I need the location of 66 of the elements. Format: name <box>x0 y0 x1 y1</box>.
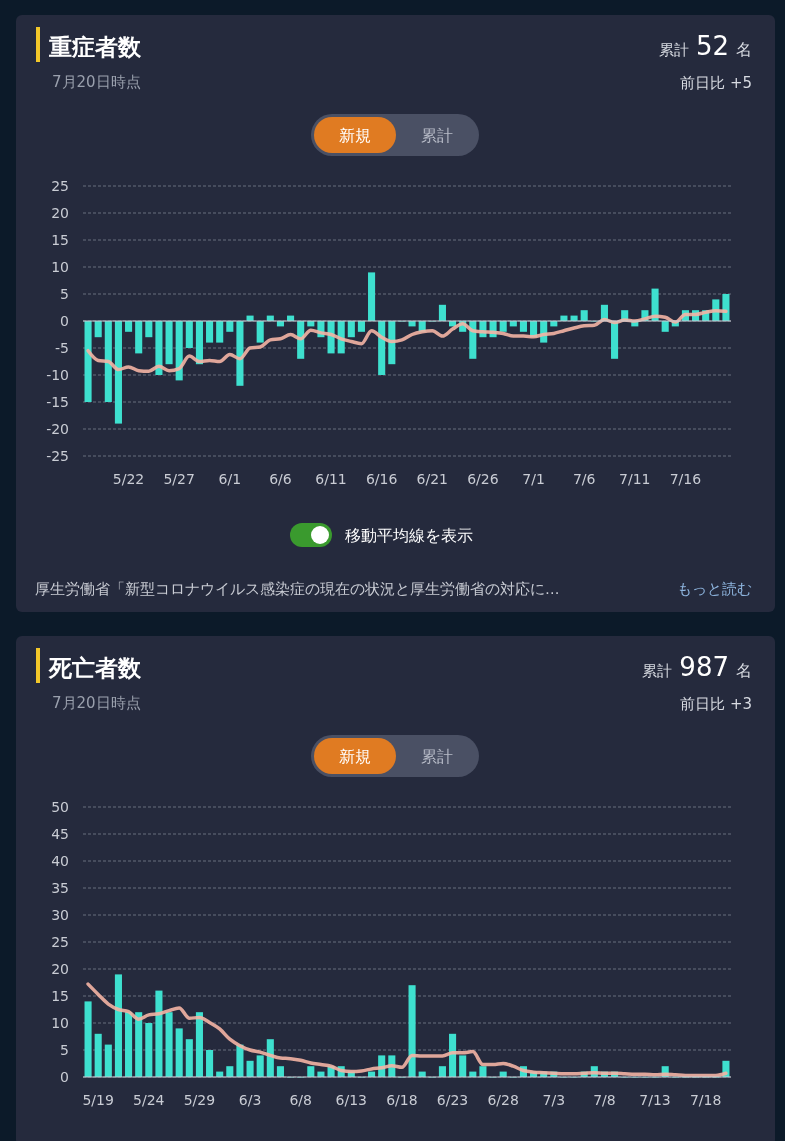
x-tick-label: 7/18 <box>689 1092 722 1108</box>
x-tick-label: 7/11 <box>619 471 651 487</box>
x-tick-label: 6/6 <box>269 471 292 487</box>
y-tick-label: 5 <box>60 286 69 302</box>
y-tick-label: 45 <box>51 826 69 842</box>
chart-subtitle: 7月20日時点 <box>52 73 141 91</box>
x-tick-label: 7/8 <box>593 1092 616 1108</box>
y-tick-label: 30 <box>51 907 69 923</box>
x-tick-label: 6/13 <box>335 1092 368 1108</box>
y-tick-label: -5 <box>55 340 69 356</box>
y-tick-label: 35 <box>51 880 69 896</box>
x-tick-label: 6/18 <box>386 1092 418 1108</box>
x-tick-label: 7/16 <box>669 471 702 487</box>
y-tick-label: 5 <box>60 1042 69 1058</box>
y-tick-label: 25 <box>51 178 69 194</box>
y-tick-label: 50 <box>51 799 69 815</box>
y-tick-label: -25 <box>46 448 69 464</box>
text: もっと読む <box>677 580 752 598</box>
x-tick-label: 6/16 <box>365 471 398 487</box>
y-tick-label: 10 <box>51 1015 69 1031</box>
x-tick-label: 6/3 <box>238 1092 262 1108</box>
y-tick-label: 40 <box>51 853 69 869</box>
y-tick-label: 15 <box>51 988 69 1004</box>
x-tick-label: 5/27 <box>163 471 195 487</box>
x-tick-label: 6/11 <box>315 471 347 487</box>
x-tick-label: 7/3 <box>542 1092 566 1108</box>
y-tick-label: 20 <box>51 961 69 977</box>
text: 前日比 +5 <box>680 74 752 92</box>
text: 52 <box>695 31 729 61</box>
x-tick-label: 5/24 <box>133 1092 165 1108</box>
y-tick-label: -15 <box>46 394 69 410</box>
text: 新規 <box>339 747 371 766</box>
text: 厚生労働省「新型コロナウイルス感染症の現在の状況と厚生労働省の対応に… <box>35 581 560 597</box>
y-tick-label: 25 <box>51 934 69 950</box>
x-tick-label: 6/23 <box>436 1092 469 1108</box>
text: 前日比 +3 <box>680 695 752 713</box>
y-tick-label: -10 <box>46 367 69 383</box>
y-tick-label: 0 <box>60 313 69 329</box>
y-tick-label: -20 <box>46 421 69 437</box>
chart-title: 重症者数 <box>48 34 142 60</box>
x-tick-label: 7/13 <box>639 1092 671 1108</box>
chart-subtitle: 7月20日時点 <box>52 694 141 712</box>
text: 新規 <box>339 126 371 145</box>
text: 名 <box>736 40 752 59</box>
x-tick-label: 6/1 <box>218 471 242 487</box>
text: 累計 <box>421 747 453 766</box>
x-tick-label: 6/26 <box>467 471 499 487</box>
y-tick-label: 0 <box>60 1069 69 1085</box>
y-tick-label: 10 <box>51 259 69 275</box>
text: 移動平均線を表示 <box>345 526 473 545</box>
text: 987 <box>679 652 729 682</box>
x-tick-label: 7/1 <box>522 471 545 487</box>
x-tick-label: 5/22 <box>112 471 145 487</box>
y-tick-label: 20 <box>51 205 69 221</box>
x-tick-label: 5/19 <box>82 1092 114 1108</box>
text: 累計 <box>421 126 453 145</box>
x-tick-label: 6/8 <box>289 1092 312 1108</box>
y-tick-label: 15 <box>51 232 69 248</box>
text: 累計 <box>642 662 673 680</box>
x-tick-label: 7/6 <box>572 471 596 487</box>
text: 名 <box>736 661 752 680</box>
x-tick-label: 6/21 <box>416 471 449 487</box>
chart-title: 死亡者数 <box>48 655 142 681</box>
x-tick-label: 5/29 <box>183 1092 216 1108</box>
text: 累計 <box>658 41 689 59</box>
x-tick-label: 6/28 <box>487 1092 519 1108</box>
